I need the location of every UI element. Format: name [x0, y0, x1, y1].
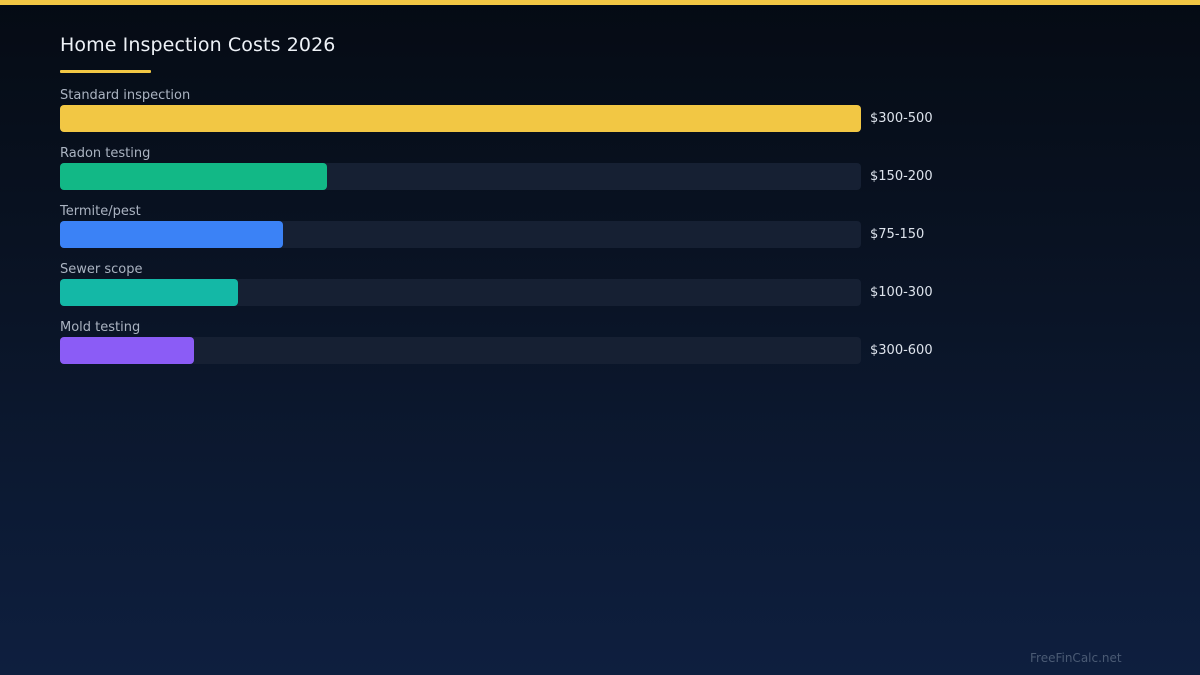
bar-track: [60, 279, 861, 306]
bar-row: Termite/pest $75-150: [60, 204, 960, 260]
watermark: FreeFinCalc.net: [1030, 651, 1122, 665]
category-label: Sewer scope: [60, 262, 143, 277]
bar-row: Mold testing $300-600: [60, 320, 960, 376]
bar: [60, 279, 238, 306]
bar-track: [60, 163, 861, 190]
category-label: Termite/pest: [60, 204, 141, 219]
bar-track: [60, 337, 861, 364]
bar-row: Sewer scope $100-300: [60, 262, 960, 318]
value-label: $100-300: [870, 285, 933, 300]
value-label: $75-150: [870, 227, 925, 242]
bar-row: Radon testing $150-200: [60, 146, 960, 202]
category-label: Mold testing: [60, 320, 141, 335]
category-label: Radon testing: [60, 146, 151, 161]
value-label: $300-500: [870, 111, 933, 126]
bar: [60, 105, 861, 132]
value-label: $150-200: [870, 169, 933, 184]
bar-row: Standard inspection $300-500: [60, 88, 960, 144]
top-accent-stripe: [0, 0, 1200, 5]
bar: [60, 163, 327, 190]
chart-title: Home Inspection Costs 2026: [60, 34, 336, 56]
bar: [60, 337, 194, 364]
value-label: $300-600: [870, 343, 933, 358]
bar-track: [60, 105, 861, 132]
title-underline: [60, 70, 151, 73]
bar-track: [60, 221, 861, 248]
bar: [60, 221, 283, 248]
category-label: Standard inspection: [60, 88, 191, 103]
